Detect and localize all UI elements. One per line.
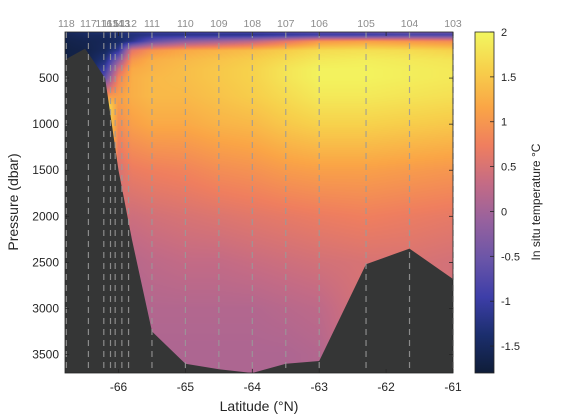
station-label: 105 <box>357 18 375 30</box>
y-tick-label: 2000 <box>32 209 59 223</box>
colorbar-tick-label: 1 <box>501 117 507 129</box>
station-label: 103 <box>444 18 462 30</box>
station-label: 110 <box>177 18 194 30</box>
station-label: 109 <box>210 18 228 30</box>
station-label: 115 <box>102 18 119 30</box>
station-label: 117 <box>80 18 97 30</box>
x-axis-label: Latitude (°N) <box>220 398 299 414</box>
y-tick-label: 3000 <box>32 301 59 315</box>
x-tick-label: -62 <box>377 380 395 394</box>
x-tick-label: -64 <box>244 380 262 394</box>
colorbar-tick-label: 0.5 <box>501 162 516 174</box>
station-label: 116 <box>95 18 112 30</box>
y-tick-label: 1000 <box>32 117 59 131</box>
colorbar-tick-label: -1.5 <box>501 341 520 353</box>
colorbar: -1.5 -1 -0.5 0 0.5 1 1.5 2 In situ temperature … <box>474 27 543 374</box>
y-tick-label: 1500 <box>32 163 59 177</box>
x-axis: -66 -65 -64 -63 -62 -61 <box>110 32 462 394</box>
y-tick-label: 500 <box>39 71 59 85</box>
colorbar-tick-label: 0 <box>501 206 507 218</box>
station-label: 118 <box>58 18 75 30</box>
plot-frame <box>64 31 454 374</box>
x-tick-label: -63 <box>311 380 329 394</box>
x-tick-label: -66 <box>110 380 128 394</box>
colorbar-tick-label: -1 <box>501 296 511 308</box>
y-tick-label: 2500 <box>32 255 59 269</box>
y-axis-label: Pressure (dbar) <box>5 153 21 250</box>
station-label: 111 <box>144 18 160 30</box>
colorbar-gradient <box>474 31 495 374</box>
station-label: 113 <box>113 18 130 30</box>
colorbar-ticks: -1.5 -1 -0.5 0 0.5 1 1.5 2 <box>490 27 520 353</box>
y-axis: 500 1000 1500 2000 2500 3000 3500 <box>32 71 453 362</box>
station-label: 106 <box>310 18 328 30</box>
station-label: 108 <box>244 18 262 30</box>
colorbar-label: In situ temperature °C <box>529 143 543 260</box>
y-tick-label: 3500 <box>32 348 59 362</box>
colorbar-tick-label: 2 <box>501 27 507 39</box>
station-label: 107 <box>277 18 295 30</box>
bathymetry-shape <box>65 48 453 373</box>
station-label: 114 <box>107 18 124 30</box>
plot-area <box>64 31 454 374</box>
x-tick-label: -65 <box>177 380 195 394</box>
station-label: 112 <box>120 18 137 30</box>
station-label: 104 <box>401 18 419 30</box>
colorbar-tick-label: -0.5 <box>501 251 520 263</box>
x-tick-label: -61 <box>444 380 462 394</box>
colorbar-tick-label: 1.5 <box>501 72 516 84</box>
